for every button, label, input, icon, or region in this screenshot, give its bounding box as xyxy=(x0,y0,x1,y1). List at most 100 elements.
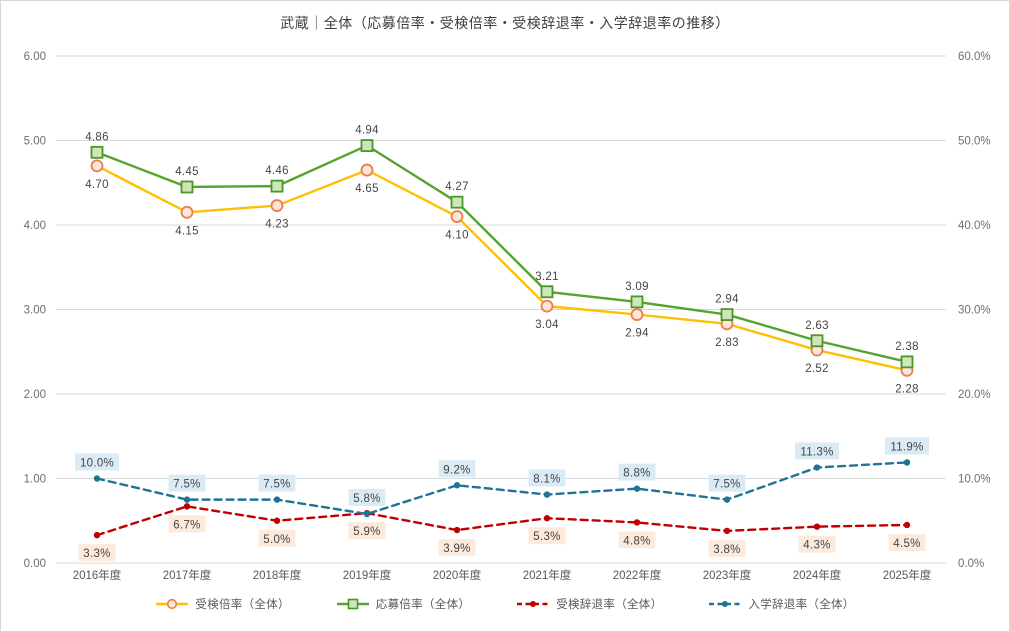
data-label: 4.70 xyxy=(85,179,109,191)
data-point-marker xyxy=(363,510,371,518)
data-label: 11.9% xyxy=(890,441,923,453)
right-axis-tick: 40.0% xyxy=(958,220,991,232)
legend-swatch-icon xyxy=(709,601,742,607)
data-label: 2.52 xyxy=(805,363,829,375)
data-point-marker xyxy=(540,285,554,299)
chart-legend: 受検倍率（全体） 応募倍率（全体） 受検辞退率（全体） 入学辞退率（全体） xyxy=(1,596,1009,612)
left-axis-tick: 0.00 xyxy=(24,558,46,570)
data-label: 5.3% xyxy=(533,531,560,543)
data-label: 4.27 xyxy=(445,181,469,193)
legend-swatch-icon xyxy=(156,598,189,610)
legend-item-0[interactable]: 受検倍率（全体） xyxy=(155,596,289,612)
data-point-marker xyxy=(273,496,281,503)
right-axis-tick: 10.0% xyxy=(958,474,991,486)
data-label: 3.9% xyxy=(443,543,470,555)
legend-swatch-icon xyxy=(336,598,369,610)
data-label: 4.10 xyxy=(445,230,469,242)
x-axis-label: 2016年度 xyxy=(73,568,122,582)
data-label: 5.8% xyxy=(353,493,380,505)
data-label: 3.09 xyxy=(625,281,649,293)
data-label: 2.28 xyxy=(895,383,919,395)
data-label: 4.86 xyxy=(85,131,109,143)
data-label-highlight xyxy=(75,453,119,471)
data-label-highlight xyxy=(348,488,386,506)
data-label: 3.04 xyxy=(535,319,559,331)
left-axis-tick: 2.00 xyxy=(24,389,46,401)
data-label-highlight xyxy=(708,474,746,492)
data-point-marker xyxy=(270,179,284,193)
data-label-highlight xyxy=(885,437,929,455)
data-label: 7.5% xyxy=(713,479,740,491)
data-label: 4.5% xyxy=(893,538,920,550)
data-label: 11.3% xyxy=(800,447,833,459)
data-label: 4.46 xyxy=(265,165,289,177)
data-point-marker xyxy=(450,210,464,223)
right-axis-tick: 50.0% xyxy=(958,136,991,148)
x-axis-label: 2022年度 xyxy=(613,568,662,582)
data-point-marker xyxy=(723,496,731,503)
data-point-marker xyxy=(813,523,821,530)
data-point-marker xyxy=(453,526,461,534)
data-label: 4.94 xyxy=(355,125,379,137)
data-point-marker xyxy=(630,308,644,321)
right-axis-tick: 60.0% xyxy=(958,51,991,63)
data-point-marker xyxy=(270,199,284,212)
legend-swatch-icon xyxy=(517,601,550,607)
series-line-0 xyxy=(95,164,909,372)
data-label: 8.1% xyxy=(533,474,560,486)
data-label: 5.9% xyxy=(353,526,380,538)
data-point-marker xyxy=(93,475,101,482)
data-label-highlight xyxy=(888,533,926,551)
data-point-marker xyxy=(360,163,374,177)
series-line-2 xyxy=(95,505,909,537)
legend-marker-icon xyxy=(530,601,537,607)
data-label: 5.0% xyxy=(263,534,290,546)
data-point-marker xyxy=(180,205,194,219)
data-point-marker xyxy=(540,299,554,313)
data-point-marker xyxy=(183,496,191,503)
legend-label: 入学辞退率（全体） xyxy=(748,599,855,611)
data-label: 2.63 xyxy=(805,320,829,332)
data-point-marker xyxy=(450,195,464,209)
x-axis-label: 2025年度 xyxy=(883,568,932,582)
legend-item-3[interactable]: 入学辞退率（全体） xyxy=(708,596,854,612)
data-label-highlight xyxy=(258,474,296,492)
data-label-highlight xyxy=(438,539,476,557)
legend-item-1[interactable]: 応募倍率（全体） xyxy=(336,596,470,612)
data-label: 7.5% xyxy=(173,479,200,491)
data-point-marker xyxy=(180,180,194,194)
data-label: 3.21 xyxy=(535,271,559,283)
x-axis-label: 2021年度 xyxy=(523,568,572,582)
data-label-highlight xyxy=(258,529,296,547)
data-point-marker xyxy=(633,519,641,526)
x-axis-label: 2018年度 xyxy=(253,568,302,582)
data-point-marker xyxy=(630,295,644,309)
data-label: 2.94 xyxy=(625,328,649,340)
data-label: 2.83 xyxy=(715,337,739,349)
data-point-marker xyxy=(273,517,281,524)
legend-marker-icon xyxy=(347,598,359,610)
data-point-marker xyxy=(543,491,551,498)
left-axis-tick: 1.00 xyxy=(24,474,46,486)
data-point-marker xyxy=(183,503,191,510)
legend-item-2[interactable]: 受検辞退率（全体） xyxy=(516,596,662,612)
data-label: 2.94 xyxy=(715,294,739,306)
data-label: 3.3% xyxy=(83,548,110,560)
legend-marker-icon xyxy=(722,601,729,607)
x-axis-label: 2020年度 xyxy=(433,568,482,582)
data-point-marker xyxy=(720,308,734,321)
data-label-highlight xyxy=(618,463,656,481)
data-label: 4.3% xyxy=(803,540,830,552)
data-point-marker xyxy=(810,334,824,348)
legend-label: 受検倍率（全体） xyxy=(195,599,290,611)
series-line-1 xyxy=(95,144,909,364)
data-label-highlight xyxy=(168,515,206,533)
data-label-highlight xyxy=(168,474,206,492)
data-label: 2.38 xyxy=(895,341,919,353)
data-label-highlight xyxy=(438,460,476,478)
data-label: 9.2% xyxy=(443,464,470,476)
data-point-marker xyxy=(90,159,104,173)
data-label-highlight xyxy=(798,535,836,553)
left-axis-tick: 4.00 xyxy=(24,220,46,232)
